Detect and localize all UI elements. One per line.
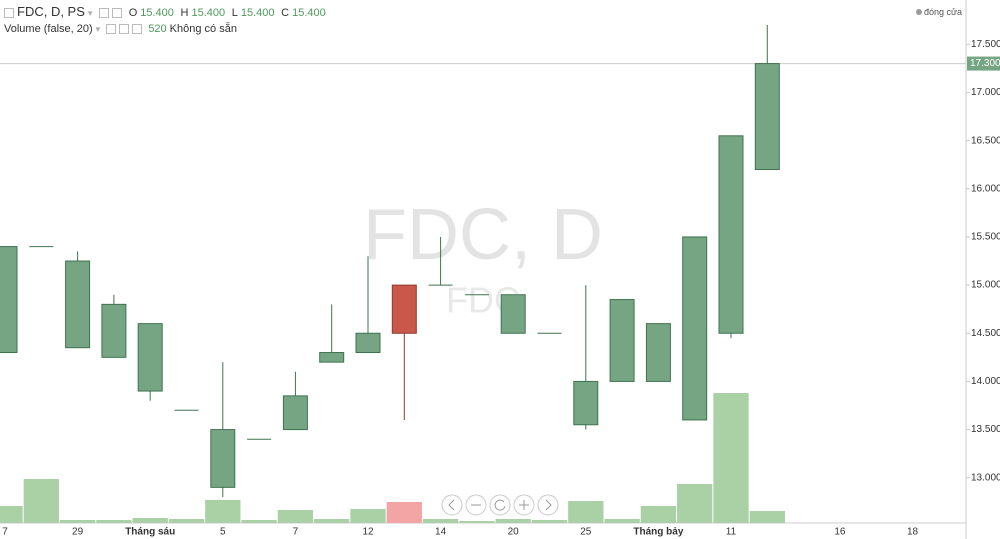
- close-value: 15.400: [292, 7, 326, 19]
- y-tick-label: 16.500: [971, 135, 1000, 146]
- volume-bar: [132, 518, 168, 523]
- volume-bar: [459, 521, 495, 523]
- icon: [448, 499, 455, 511]
- collapse-icon[interactable]: [4, 7, 14, 18]
- volume-bar: [677, 484, 713, 523]
- volume-bar: [241, 520, 277, 523]
- volume-bar: [749, 511, 785, 523]
- candle-body: [101, 303, 127, 358]
- x-tick-label: 14: [435, 527, 447, 538]
- last-price-box: [967, 56, 1000, 71]
- x-tick-label: Tháng bảy: [633, 527, 683, 538]
- icon: [519, 500, 529, 510]
- volume-bar: [205, 500, 241, 523]
- symbol: FDC, D, PS: [17, 4, 85, 19]
- y-tick-label: 15.500: [971, 232, 1000, 243]
- y-tick-label: 13.500: [971, 424, 1000, 435]
- h-label: H: [180, 7, 189, 19]
- candle-body: [137, 323, 163, 392]
- icon: [494, 499, 506, 511]
- icon: [545, 499, 552, 511]
- x-tick-label: 11: [726, 527, 737, 538]
- watermark: FDC, D: [363, 195, 603, 275]
- remove-icon[interactable]: [132, 24, 143, 35]
- volume-status: Không có sẵn: [169, 23, 237, 35]
- legend-main: FDC, D, PS ▾ O 15.400 H 15.400 L 15.400 C 15.…: [4, 4, 329, 19]
- hide-icon[interactable]: [119, 24, 130, 35]
- volume-value: 520: [148, 23, 167, 35]
- x-tick-label: 12: [362, 527, 374, 538]
- last-price-label: 17.300: [970, 58, 1000, 69]
- candle-body: [754, 63, 780, 171]
- zoom-controls: [441, 494, 559, 516]
- x-tick-label: 5: [220, 527, 226, 538]
- candle-body: [500, 294, 526, 334]
- c-label: C: [281, 7, 290, 19]
- candle-body: [682, 236, 708, 421]
- y-tick-label: 16.000: [971, 183, 1000, 194]
- x-tick-label: 7: [2, 527, 8, 538]
- volume-bar: [277, 510, 314, 523]
- volume-bar: [568, 501, 604, 523]
- high-value: 15.400: [191, 7, 226, 19]
- y-tick-label: 14.000: [971, 376, 1000, 387]
- volume-bar: [23, 479, 59, 523]
- reset-button[interactable]: [489, 494, 511, 516]
- open-value: 15.400: [140, 7, 174, 19]
- legend-volume: Volume (false, 20) ▾ 520 Không có sẵn: [4, 23, 237, 35]
- candle-body: [573, 380, 599, 426]
- y-tick-label: 14.500: [971, 328, 1000, 339]
- settings-icon[interactable]: [99, 7, 110, 18]
- y-tick-label: 17.500: [971, 39, 1000, 50]
- y-tick-label: 13.000: [971, 472, 1000, 483]
- candle-body: [718, 135, 744, 334]
- volume-bar: [168, 519, 205, 523]
- candle-body: [0, 246, 18, 354]
- volume-bar: [640, 506, 677, 523]
- low-value: 15.400: [240, 7, 275, 19]
- x-tick-label: 20: [508, 527, 520, 538]
- scroll-right-button[interactable]: [537, 494, 559, 516]
- candle-body: [282, 395, 308, 431]
- candle-body: [319, 352, 345, 363]
- volume-bar: [0, 506, 23, 523]
- l-label: L: [231, 7, 238, 19]
- candle-body: [391, 284, 417, 334]
- volume-bar: [96, 520, 132, 523]
- volume-bar: [350, 509, 386, 523]
- y-tick-label: 15.000: [971, 280, 1000, 291]
- y-tick-label: 17.000: [971, 87, 1000, 98]
- volume-bar: [713, 393, 749, 523]
- candle-body: [645, 323, 671, 382]
- volume-bar: [314, 519, 350, 523]
- candle-body: [609, 299, 635, 382]
- volume-study: Volume (false, 20): [4, 23, 93, 35]
- x-tick-label: Tháng sáu: [125, 527, 175, 538]
- candle-body: [210, 429, 236, 488]
- x-tick-label: 16: [834, 527, 846, 538]
- volume-bar: [531, 520, 568, 523]
- scroll-left-button[interactable]: [441, 494, 463, 516]
- x-tick-label: 7: [293, 527, 299, 538]
- candle-body: [355, 332, 381, 354]
- market-status: đóng cửa: [916, 7, 965, 17]
- x-tick-label: 18: [907, 527, 919, 538]
- x-tick-label: 29: [72, 527, 84, 538]
- o-label: O: [128, 7, 138, 19]
- market-status-text: đóng cửa: [924, 7, 963, 17]
- volume-bar: [495, 519, 531, 523]
- volume-bar: [386, 502, 422, 523]
- x-tick-label: 25: [580, 527, 592, 538]
- settings-icon[interactable]: [106, 24, 117, 35]
- candle-body: [65, 260, 91, 349]
- volume-bar: [422, 519, 459, 523]
- hide-icon[interactable]: [112, 7, 123, 18]
- volume-bar: [604, 519, 640, 523]
- volume-bar: [59, 520, 96, 523]
